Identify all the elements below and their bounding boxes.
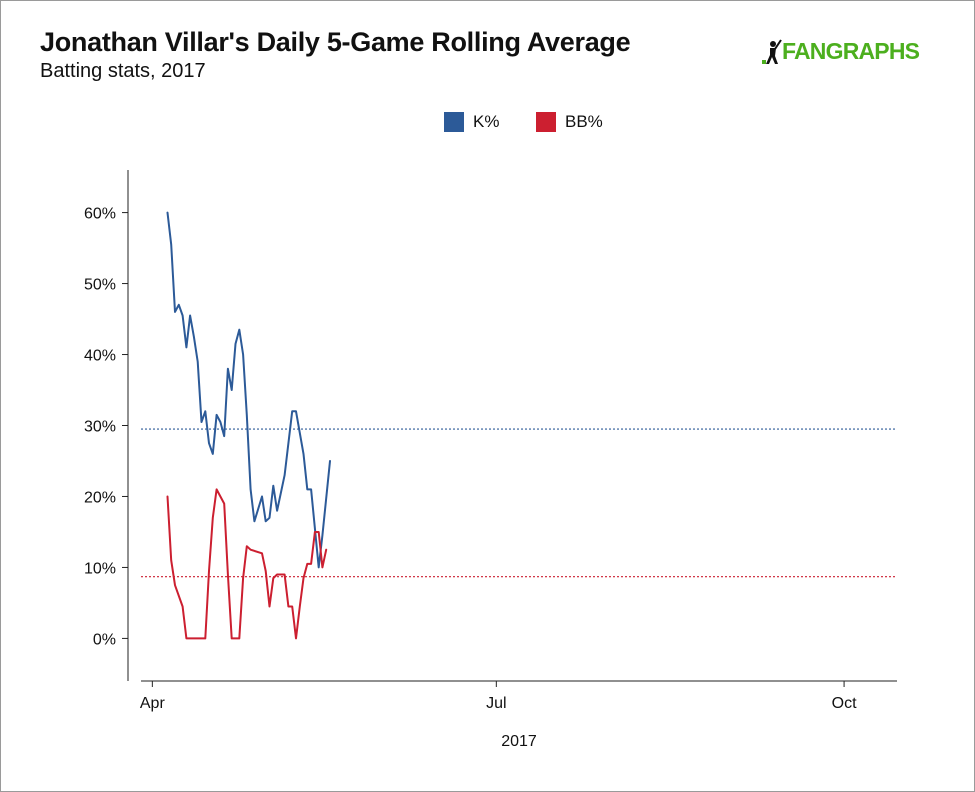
legend-label-bb: BB%	[565, 112, 603, 131]
legend-swatch-bb	[536, 112, 556, 132]
batter-icon	[762, 39, 782, 64]
y-tick-label: 50%	[84, 277, 116, 294]
legend-label-k: K%	[473, 112, 500, 131]
x-tick-label: Jul	[486, 695, 506, 712]
legend-swatch-k	[444, 112, 464, 132]
x-tick-label: Apr	[140, 695, 166, 712]
y-tick-label: 20%	[84, 489, 116, 506]
chart-title: Jonathan Villar's Daily 5-Game Rolling A…	[40, 27, 631, 57]
x-axis-label: 2017	[501, 733, 537, 750]
y-tick-label: 30%	[84, 419, 116, 436]
fangraphs-logo: FANGRAPHS	[762, 36, 942, 70]
y-tick-label: 10%	[84, 560, 116, 577]
series-line-bb	[166, 488, 328, 640]
x-tick-label: Oct	[832, 695, 857, 712]
fangraphs-logo-text: FANGRAPHS	[782, 38, 920, 64]
y-tick-label: 60%	[84, 206, 116, 223]
y-tick-label: 40%	[84, 348, 116, 365]
series-line-k	[166, 211, 331, 569]
chart-subtitle: Batting stats, 2017	[40, 60, 206, 82]
y-tick-label: 0%	[93, 631, 116, 648]
